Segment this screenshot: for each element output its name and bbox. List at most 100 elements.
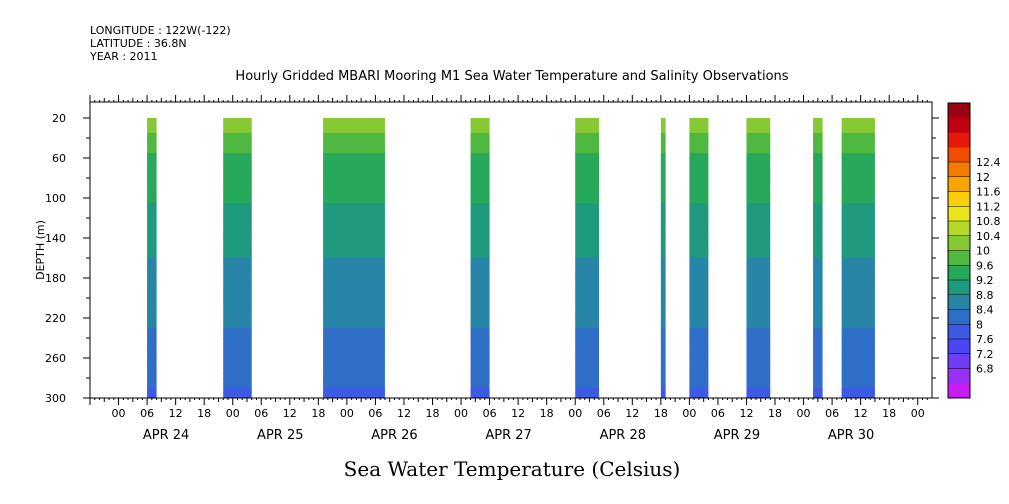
x-tick-label: 18 — [197, 407, 211, 420]
colorbar-swatch — [948, 265, 970, 281]
y-tick-label: 220 — [45, 312, 66, 325]
date-label: APR 28 — [600, 428, 646, 443]
colorbar-label: 10 — [976, 245, 990, 258]
x-tick-label: 18 — [882, 407, 896, 420]
x-tick-label: 06 — [254, 407, 268, 420]
colorbar-label: 10.4 — [976, 230, 1001, 243]
x-tick-label: 00 — [226, 407, 240, 420]
data-segment-4 — [575, 118, 600, 398]
y-tick-label: 60 — [52, 152, 66, 165]
colorbar-swatch — [948, 235, 970, 251]
colorbar-swatch — [948, 162, 970, 178]
data-segment-9 — [841, 118, 875, 398]
date-label: APR 24 — [143, 428, 189, 443]
colorbar-swatch — [948, 132, 970, 148]
date-label: APR 29 — [714, 428, 760, 443]
x-tick-label: 18 — [768, 407, 782, 420]
colorbar-label: 11.2 — [976, 200, 1001, 213]
colorbar-label: 10.8 — [976, 215, 1001, 228]
x-tick-label: 00 — [797, 407, 811, 420]
colorbar-swatch — [948, 191, 970, 207]
data-segment-6 — [689, 118, 709, 398]
data-segment-3 — [470, 118, 490, 398]
colorbar-label: 8.4 — [976, 304, 994, 317]
x-tick-label: 12 — [283, 407, 297, 420]
x-tick-label: 06 — [711, 407, 725, 420]
colorbar: 6.8 7.2 7.6 88.4 8.8 9.2 9.610 10.4 10.8 11.211.6… — [947, 102, 1001, 399]
colorbar-swatch — [948, 339, 970, 355]
x-tick-label: 18 — [311, 407, 325, 420]
y-tick-label: 20 — [52, 112, 66, 125]
x-tick-label: 06 — [597, 407, 611, 420]
colorbar-label: 9.6 — [976, 259, 994, 272]
x-tick-label: 12 — [625, 407, 639, 420]
x-tick-label: 00 — [112, 407, 126, 420]
x-tick-label: 06 — [483, 407, 497, 420]
colorbar-label: 6.8 — [976, 363, 994, 376]
x-tick-label: 18 — [540, 407, 554, 420]
colorbar-swatch — [948, 280, 970, 296]
x-tick-label: 12 — [739, 407, 753, 420]
y-axis-label: DEPTH (m) — [34, 220, 47, 280]
x-axis-label: Sea Water Temperature (Celsius) — [344, 457, 681, 481]
plot-frame — [89, 101, 933, 399]
data-segment-1 — [223, 118, 252, 398]
latitude-label: LATITUDE : 36.8N — [90, 37, 187, 50]
colorbar-label: 12 — [976, 171, 990, 184]
colorbar-swatch — [948, 206, 970, 222]
colorbar-label: 11.6 — [976, 186, 1001, 199]
x-tick-label: 12 — [397, 407, 411, 420]
longitude-label: LONGITUDE : 122W(-122) — [90, 24, 231, 37]
date-label: APR 25 — [257, 428, 303, 443]
colorbar-swatch — [948, 294, 970, 310]
chart-title: Hourly Gridded MBARI Mooring M1 Sea Wate… — [235, 69, 788, 84]
colorbar-label: 9.2 — [976, 274, 994, 287]
year-label: YEAR : 2011 — [89, 50, 158, 63]
colorbar-label: 7.6 — [976, 333, 994, 346]
date-label: APR 30 — [828, 428, 874, 443]
colorbar-label: 7.2 — [976, 348, 994, 361]
x-tick-label: 18 — [426, 407, 440, 420]
data-segment-8 — [813, 118, 823, 398]
x-tick-label: 06 — [825, 407, 839, 420]
y-axis: 20 60 100 140 180 220 260 300 — [45, 112, 939, 405]
data-segment-7 — [746, 118, 771, 398]
y-tick-label: 140 — [45, 232, 66, 245]
x-tick-label: 12 — [511, 407, 525, 420]
x-tick-label: 00 — [454, 407, 468, 420]
colorbar-swatch — [948, 176, 970, 192]
colorbar-swatch — [948, 250, 970, 266]
colorbar-swatch — [948, 324, 970, 340]
x-tick-label: 12 — [854, 407, 868, 420]
y-tick-label: 180 — [45, 272, 66, 285]
y-tick-label: 300 — [45, 392, 66, 405]
x-tick-label: 00 — [911, 407, 925, 420]
colorbar-swatch — [948, 221, 970, 237]
data-segment-0 — [147, 118, 157, 398]
colorbar-swatch — [948, 117, 970, 133]
data-layer — [147, 118, 875, 398]
y-tick-label: 100 — [45, 192, 66, 205]
colorbar-swatch — [948, 309, 970, 325]
colorbar-swatch — [948, 147, 970, 163]
x-tick-label: 06 — [368, 407, 382, 420]
x-tick-label: 12 — [169, 407, 183, 420]
colorbar-label: 8.8 — [976, 289, 994, 302]
colorbar-swatch — [948, 368, 970, 384]
colorbar-swatch — [948, 103, 970, 119]
colorbar-label: 8 — [976, 318, 983, 331]
x-axis: 00 06 12 18 00 06 12 18 00 06 12 18 00 06 12 18 00 06 12 18… — [89, 95, 928, 443]
colorbar-swatch — [948, 383, 970, 399]
x-tick-label: 00 — [340, 407, 354, 420]
x-tick-label: 00 — [682, 407, 696, 420]
x-tick-label: 00 — [568, 407, 582, 420]
colorbar-swatch — [948, 353, 970, 369]
date-label: APR 26 — [371, 428, 417, 443]
x-tick-label: 06 — [140, 407, 154, 420]
y-tick-label: 260 — [45, 352, 66, 365]
x-tick-label: 18 — [654, 407, 668, 420]
data-segment-2 — [323, 118, 385, 398]
data-segment-5 — [660, 118, 666, 398]
colorbar-label: 12.4 — [976, 156, 1001, 169]
